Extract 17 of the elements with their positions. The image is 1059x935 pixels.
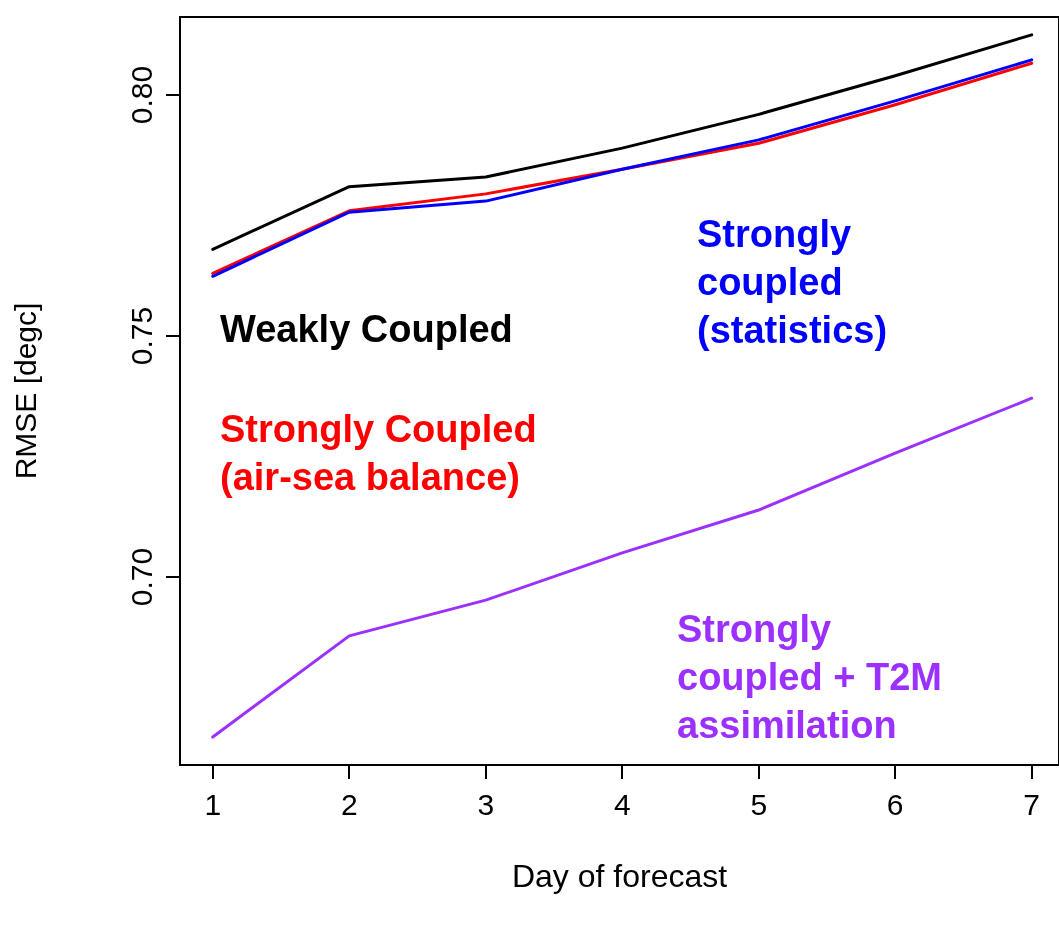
x-tick-label: 4 <box>613 787 631 821</box>
text: Strongly Coupled (air-sea balance) <box>220 408 548 498</box>
x-tick-label: 5 <box>750 787 768 821</box>
series-label: Strongly coupled + T2M assimilation <box>677 608 953 746</box>
y-tick-label: 0.75 <box>124 306 158 366</box>
x-tick-label: 7 <box>1023 787 1041 821</box>
line-series <box>211 396 1034 739</box>
x-tick-label: 2 <box>340 787 358 821</box>
y-axis-title: RMSE [degc] <box>8 302 42 480</box>
x-tick-label: 6 <box>886 787 904 821</box>
series-label: Weakly Coupled <box>220 308 513 350</box>
y-tick-label: 0.70 <box>124 547 158 607</box>
x-tick-label: 3 <box>477 787 495 821</box>
x-tick-label: 1 <box>204 787 222 821</box>
x-axis-title: Day of forecast <box>511 858 728 894</box>
y-tick-label: 0.80 <box>124 65 158 125</box>
series-label: Strongly coupled (statistics) <box>697 213 888 351</box>
